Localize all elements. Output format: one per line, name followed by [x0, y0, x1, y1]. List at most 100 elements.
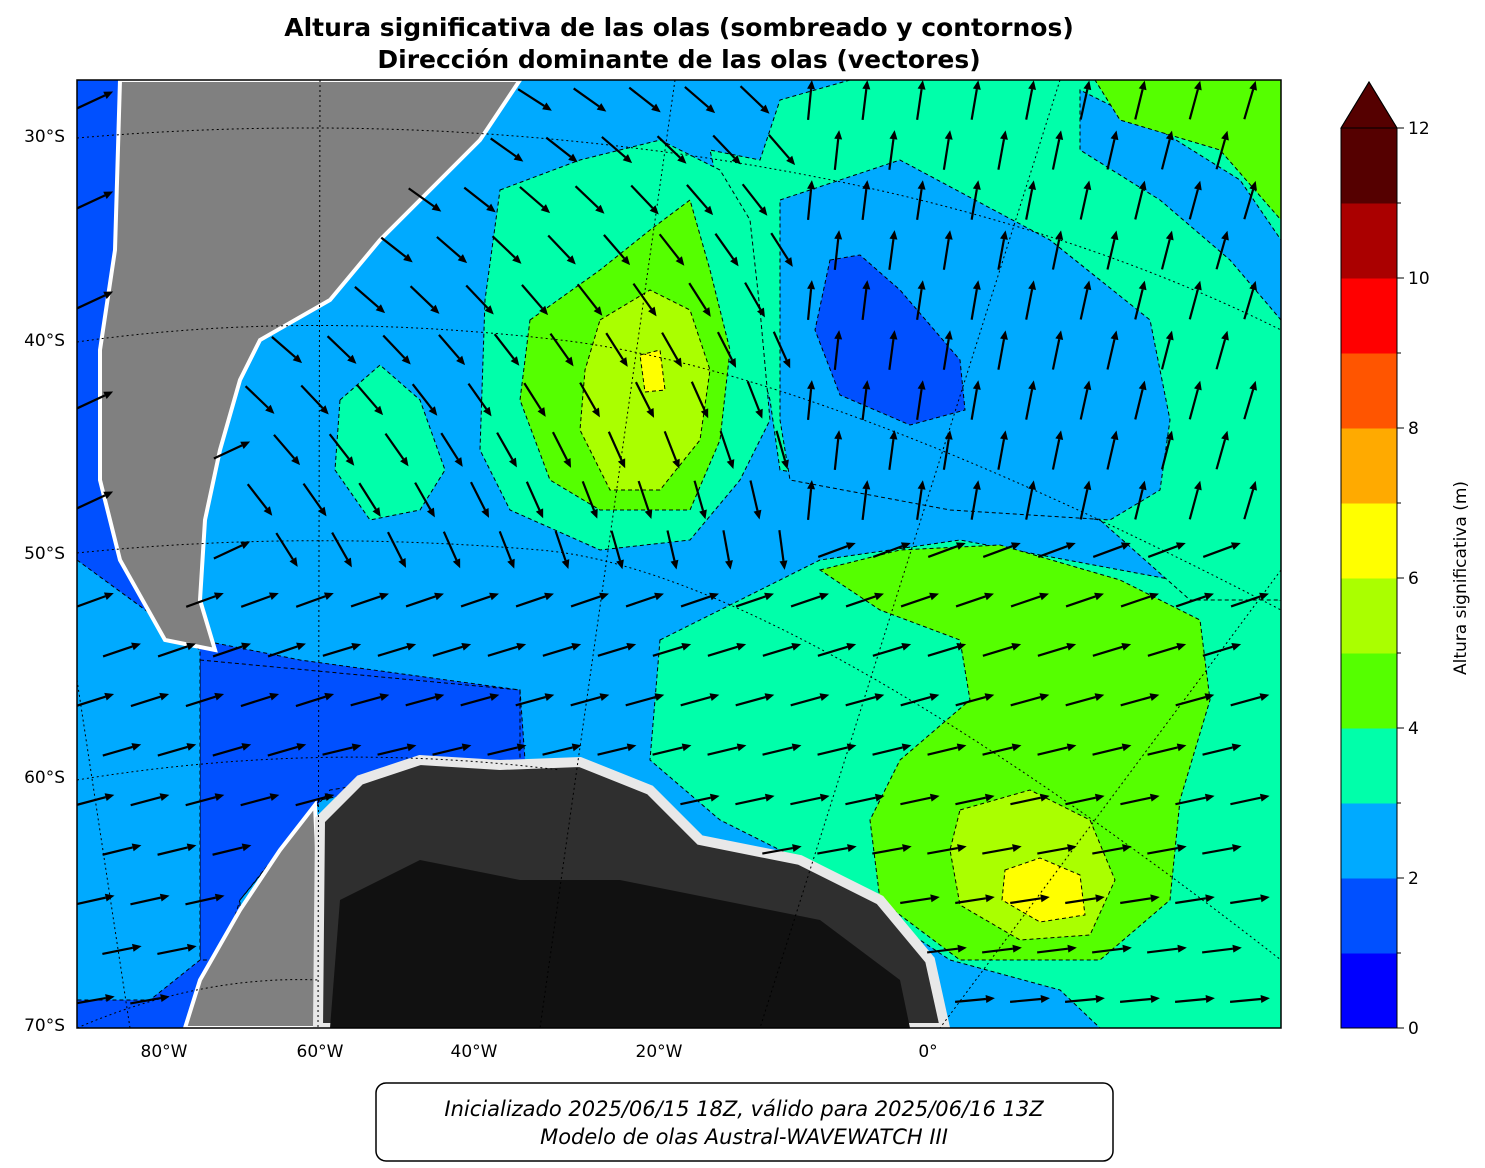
wave-vector	[240, 796, 271, 807]
wave-vector	[680, 796, 711, 806]
wave-vector-head	[1083, 80, 1092, 91]
wave-vector	[246, 483, 268, 510]
wave-vector	[927, 645, 958, 657]
wave-vector-head	[1028, 280, 1037, 290]
wave-vector	[1160, 239, 1171, 270]
wave-vector-head	[1012, 944, 1022, 953]
wave-vector	[982, 645, 1013, 657]
wave-vector	[1120, 696, 1151, 707]
wave-vector-head	[764, 693, 775, 701]
wave-vector	[405, 696, 436, 707]
wave-vector-head	[834, 230, 843, 240]
wave-vector	[861, 388, 868, 420]
title: Altura significativa de las olas (sombre…	[284, 13, 1074, 42]
wave-vector	[1243, 289, 1255, 320]
wave-vector	[491, 235, 516, 259]
wave-vector-head	[705, 104, 716, 114]
wave-vector-head	[1040, 994, 1050, 1003]
wave-vector	[632, 283, 653, 310]
footer-text: Inicializado 2025/06/15 18Z, válido para…	[444, 1097, 1044, 1121]
wave-vector	[102, 745, 133, 757]
wave-vector	[768, 134, 791, 160]
wave-vector-head	[596, 103, 607, 112]
wave-vector-head	[542, 102, 552, 111]
wave-vector-head	[736, 642, 747, 651]
wave-vector-head	[263, 506, 273, 516]
wave-vector	[436, 236, 462, 259]
wave-vector-head	[1028, 380, 1037, 390]
wave-vector	[414, 482, 432, 511]
wave-vector	[1147, 947, 1179, 954]
lon-label: 0°	[918, 1042, 937, 1062]
wave-vector	[487, 746, 518, 756]
wave-vector	[1202, 545, 1233, 558]
wave-vector	[652, 746, 683, 756]
colorbar-tick-label: 8	[1408, 419, 1419, 439]
wave-vector	[955, 595, 986, 608]
wave-vector	[1230, 595, 1261, 608]
wave-vector	[275, 532, 294, 560]
wave-vector-head	[699, 509, 707, 520]
wave-vector-head	[1011, 642, 1022, 651]
wave-vector	[1079, 389, 1089, 420]
wave-vector	[185, 796, 216, 807]
wave-vector-head	[1259, 592, 1269, 601]
wave-vector	[377, 746, 408, 756]
wave-vector	[328, 433, 350, 460]
wave-vector-head	[456, 355, 466, 366]
wave-vector	[331, 532, 349, 561]
wave-vector	[872, 846, 904, 855]
wave-vector	[185, 896, 216, 906]
wave-vector-head	[670, 559, 679, 570]
wave-vector-head	[651, 103, 661, 113]
wave-vector	[1202, 746, 1233, 756]
wave-vector-head	[291, 455, 301, 466]
wave-vector-head	[1230, 542, 1241, 550]
wave-vector-head	[675, 256, 685, 266]
wave-vector-head	[889, 330, 898, 340]
wave-vector-head	[756, 307, 765, 318]
wave-vector	[762, 645, 793, 657]
wave-vector-head	[1249, 480, 1257, 491]
colorbar-band	[1341, 203, 1397, 279]
wave-vector-head	[571, 642, 582, 651]
wave-vector	[549, 333, 570, 360]
graticule	[77, 80, 1281, 1028]
wave-vector	[438, 334, 461, 360]
wave-vector-head	[351, 642, 362, 651]
wave-vector	[746, 380, 761, 411]
wave-vector-head	[324, 793, 335, 802]
wave-vector-head	[1083, 480, 1092, 491]
wave-vector-head	[782, 358, 791, 369]
wave-vector-head	[131, 843, 142, 852]
wave-vector	[861, 488, 868, 520]
wave-vector-head	[1138, 180, 1147, 191]
wave-vector	[1092, 947, 1124, 954]
wave-vector-head	[758, 206, 768, 216]
wave-vector	[1160, 339, 1171, 370]
wave-vector	[772, 331, 788, 361]
wave-vector	[1009, 997, 1042, 1003]
wave-vector	[1160, 439, 1171, 470]
wave-vector	[1134, 89, 1144, 120]
wave-vector	[463, 186, 490, 208]
wave-vector-head	[1028, 480, 1037, 490]
wave-vector	[1092, 846, 1124, 855]
wave-vector-head	[1249, 80, 1257, 91]
wave-vector-head	[595, 204, 605, 214]
wave-vector-head	[902, 844, 912, 852]
wave-vector	[1092, 545, 1123, 558]
colorbar-band	[1341, 878, 1397, 954]
wave-vector-head	[461, 642, 472, 651]
wave-vector	[130, 796, 161, 807]
wave-vector-head	[452, 558, 461, 569]
wave-vector	[790, 796, 821, 806]
wave-vector-head	[807, 480, 816, 490]
antarctica	[330, 860, 910, 1028]
wave-vector-head	[1055, 230, 1064, 241]
wave-vector	[597, 746, 628, 756]
wave-vector-head	[791, 642, 802, 651]
wave-vector-head	[599, 693, 610, 701]
wave-vector	[1106, 139, 1116, 170]
wave-vector-head	[764, 592, 774, 601]
